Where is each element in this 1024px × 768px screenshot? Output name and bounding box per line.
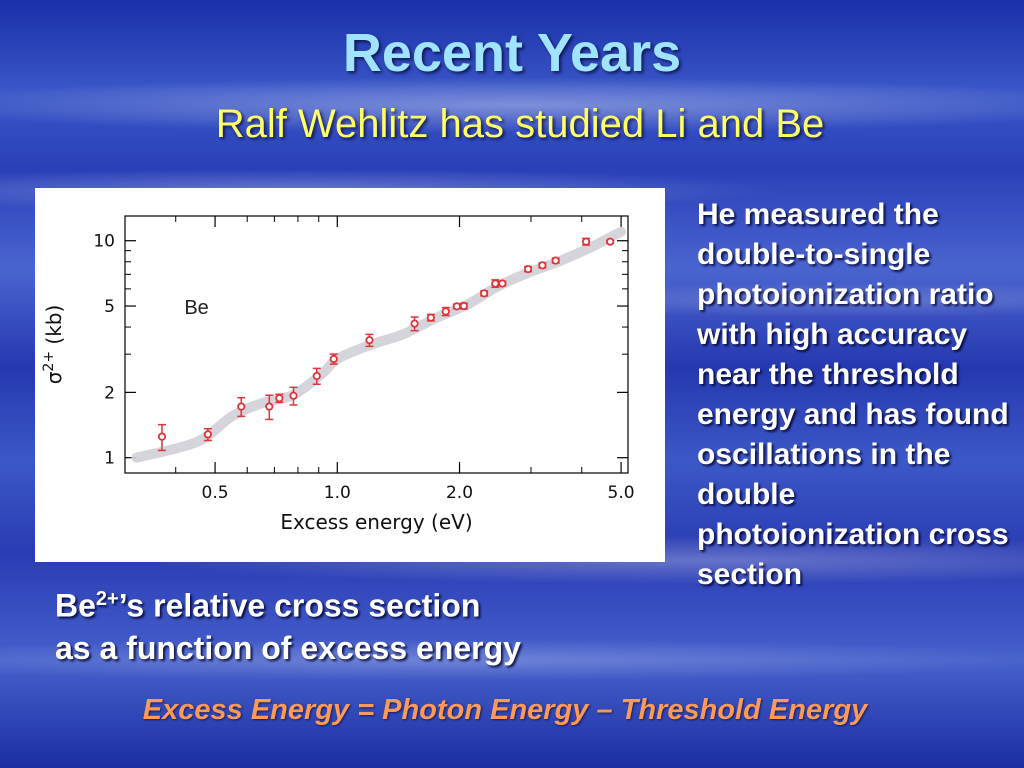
data-point: [426, 313, 435, 322]
x-axis-label: Excess energy (eV): [280, 510, 472, 534]
data-point: [312, 371, 321, 381]
cross-section-chart: 0.5 1.0 2.0 5.0 1 2 5 10 Excess energy (eV) σ2+ (…: [41, 215, 635, 534]
data-point: [551, 256, 560, 265]
caption-superscript: 2+: [95, 588, 119, 610]
caption-prefix: Be: [55, 587, 96, 624]
slide-subtitle: Ralf Wehlitz has studied Li and Be: [215, 102, 825, 146]
chart-figure: 0.5 1.0 2.0 5.0 1 2 5 10 Excess energy (eV) σ2+ (…: [35, 188, 665, 562]
y-tick-label: 5: [104, 297, 115, 317]
data-point: [441, 307, 450, 316]
plot-frame: [124, 215, 629, 474]
be-annotation: Be: [184, 297, 208, 319]
caption-line2: as a function of excess energy: [55, 629, 521, 666]
y-tick-label: 10: [93, 232, 115, 252]
y-tick-label: 2: [104, 383, 115, 403]
data-point: [275, 394, 284, 403]
data-point: [329, 354, 338, 364]
data-point: [459, 301, 468, 311]
data-point: [289, 391, 298, 400]
data-point: [480, 289, 489, 298]
slide-title: Recent Years: [342, 23, 682, 83]
fit-curve: [131, 226, 627, 463]
x-tick-label: 2.0: [446, 483, 473, 503]
chart-caption: Be2+’s relative cross section as a funct…: [55, 578, 675, 669]
data-point: [581, 237, 591, 246]
energy-formula: Excess Energy = Photon Energy – Threshol…: [142, 694, 868, 726]
data-point: [265, 402, 274, 411]
data-point: [365, 336, 374, 345]
data-point: [410, 319, 419, 328]
caption-suffix: ’s relative cross section: [118, 587, 481, 624]
data-point: [606, 237, 615, 246]
data-point: [237, 402, 246, 411]
x-tick-label: 1.0: [324, 483, 351, 503]
x-tick-label: 0.5: [202, 483, 229, 503]
data-point: [498, 279, 507, 288]
x-tick-label: 5.0: [608, 483, 635, 503]
data-point: [538, 261, 547, 270]
data-point: [157, 432, 167, 441]
data-point: [491, 279, 500, 288]
description-text: He measured the double-to-single photoio…: [697, 198, 1009, 591]
data-point: [523, 264, 533, 274]
y-axis-label: σ2+ (kb): [41, 305, 66, 385]
y-tick-label: 1: [104, 449, 115, 469]
data-point: [203, 430, 212, 439]
data-point: [452, 302, 461, 311]
